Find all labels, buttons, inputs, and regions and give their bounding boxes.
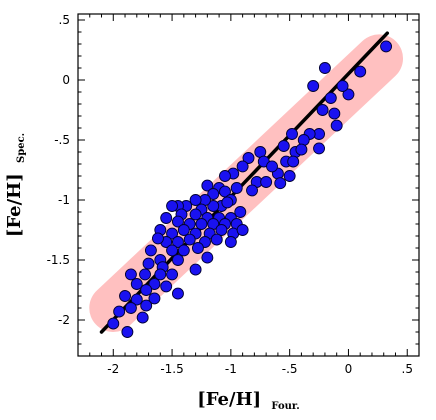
data-point bbox=[119, 290, 131, 302]
data-point bbox=[183, 233, 196, 246]
data-point bbox=[136, 311, 149, 324]
data-point bbox=[140, 284, 153, 296]
x-tick-label: 0 bbox=[345, 362, 353, 376]
x-tick-label: -.5 bbox=[282, 362, 298, 376]
data-point bbox=[130, 293, 143, 306]
data-point bbox=[177, 224, 190, 236]
data-point bbox=[207, 188, 220, 200]
x-axis-title: [Fe/H] Four. bbox=[197, 389, 299, 412]
data-point bbox=[124, 302, 137, 314]
data-point bbox=[154, 268, 167, 281]
data-point bbox=[313, 142, 326, 155]
data-point bbox=[142, 257, 155, 270]
data-point bbox=[316, 104, 329, 116]
data-point bbox=[219, 170, 231, 182]
data-point bbox=[242, 152, 255, 164]
data-point bbox=[171, 215, 184, 228]
data-point bbox=[148, 278, 161, 290]
y-tick-label: -1 bbox=[58, 193, 70, 207]
y-axis-subscript: Spec. bbox=[16, 133, 27, 163]
data-point bbox=[201, 179, 214, 192]
x-tick-label: -1 bbox=[225, 362, 237, 376]
x-tick-label: -1.5 bbox=[160, 362, 183, 376]
data-point bbox=[286, 128, 298, 140]
data-point bbox=[189, 208, 202, 221]
data-point bbox=[152, 232, 164, 245]
data-points-layer bbox=[107, 40, 393, 338]
data-point bbox=[191, 242, 204, 254]
y-axis-title: [Fe/H] Spec. bbox=[4, 133, 27, 237]
data-point bbox=[207, 200, 220, 212]
data-point bbox=[221, 196, 234, 209]
x-tick-label: .5 bbox=[402, 362, 413, 376]
axis-ticks-layer bbox=[77, 14, 420, 357]
data-point bbox=[166, 200, 179, 212]
x-axis-label: [Fe/H] bbox=[197, 389, 261, 410]
data-point bbox=[342, 88, 355, 101]
x-tick-labels: -2 -1.5 -1 -.5 0 .5 bbox=[107, 362, 413, 376]
data-point bbox=[166, 227, 179, 240]
data-point bbox=[139, 268, 151, 281]
data-point bbox=[113, 305, 126, 318]
data-point bbox=[234, 206, 247, 218]
data-point bbox=[246, 184, 258, 197]
data-point bbox=[189, 194, 202, 206]
data-point bbox=[236, 160, 249, 173]
data-point bbox=[166, 244, 179, 257]
y-tick-labels: -2 -1.5 -1 -.5 0 .5 bbox=[47, 13, 70, 327]
data-point bbox=[124, 268, 137, 281]
data-point bbox=[307, 80, 320, 92]
data-point bbox=[266, 160, 278, 173]
x-tick-label: -2 bbox=[107, 362, 119, 376]
data-point bbox=[166, 268, 179, 281]
data-point bbox=[230, 182, 243, 194]
data-point bbox=[354, 65, 367, 78]
data-point bbox=[195, 218, 208, 230]
plot-frame bbox=[77, 13, 420, 357]
y-tick-label: -.5 bbox=[54, 133, 70, 147]
y-tick-label: -2 bbox=[58, 313, 70, 327]
y-tick-label: -1.5 bbox=[47, 253, 70, 267]
data-point bbox=[336, 80, 349, 92]
data-point bbox=[277, 140, 290, 152]
data-point bbox=[224, 236, 237, 248]
data-point bbox=[177, 244, 190, 257]
data-point bbox=[107, 317, 120, 330]
data-point bbox=[236, 224, 249, 236]
data-point bbox=[295, 143, 308, 156]
data-point bbox=[260, 176, 273, 188]
data-point bbox=[328, 107, 341, 120]
data-point bbox=[274, 177, 287, 190]
data-point bbox=[148, 292, 161, 305]
data-point bbox=[287, 155, 300, 168]
data-point bbox=[324, 92, 337, 104]
data-point bbox=[144, 244, 157, 257]
y-tick-label: .5 bbox=[59, 13, 70, 27]
data-point bbox=[330, 119, 343, 132]
y-tick-label: 0 bbox=[62, 73, 70, 87]
data-point bbox=[380, 40, 393, 53]
data-point bbox=[171, 254, 184, 266]
data-point bbox=[140, 299, 153, 312]
data-point bbox=[171, 287, 184, 300]
data-point bbox=[160, 280, 173, 293]
data-point bbox=[210, 233, 223, 246]
x-axis-subscript: Four. bbox=[271, 401, 299, 412]
data-point bbox=[121, 326, 134, 338]
data-point bbox=[171, 236, 184, 248]
y-axis-label: [Fe/H] bbox=[4, 173, 25, 237]
data-point bbox=[318, 62, 331, 74]
data-point bbox=[215, 224, 228, 236]
data-point bbox=[201, 251, 214, 264]
data-point bbox=[130, 278, 143, 290]
data-point bbox=[283, 170, 296, 182]
data-point bbox=[160, 212, 173, 224]
data-point bbox=[189, 263, 202, 276]
